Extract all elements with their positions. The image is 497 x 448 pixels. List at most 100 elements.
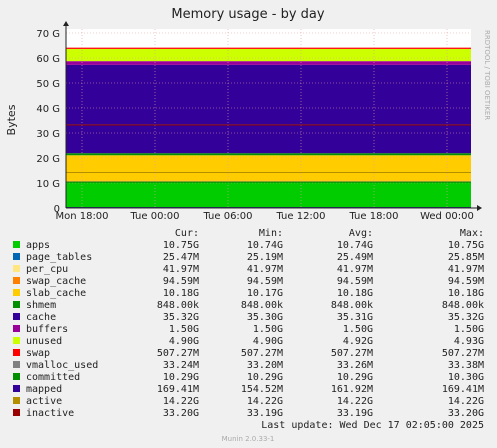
legend-value-max: 94.59M [448, 276, 484, 287]
legend-swatch-unused [13, 337, 20, 344]
legend-name-vmalloc_used: vmalloc_used [26, 360, 98, 371]
legend-value-avg: 33.19G [337, 408, 373, 419]
last-update-text: Last update: Wed Dec 17 02:05:00 2025 [261, 420, 484, 431]
y-tick-label: 0 [54, 204, 60, 215]
legend-name-swap_cache: swap_cache [26, 276, 86, 287]
area-slab_cache [66, 155, 471, 181]
legend-name-swap: swap [26, 348, 50, 359]
x-tick-label: Mon 18:00 [55, 211, 108, 222]
legend-value-cur: 25.47M [163, 252, 199, 263]
legend-value-min: 10.17G [247, 288, 283, 299]
legend-value-cur: 94.59M [163, 276, 199, 287]
legend-value-max: 169.41M [442, 384, 484, 395]
y-tick-label: 40 G [36, 104, 60, 115]
legend-value-avg: 848.00k [331, 300, 373, 311]
y-tick-label: 60 G [36, 54, 60, 65]
legend-swatch-buffers [13, 325, 20, 332]
area-shmem [66, 153, 471, 156]
legend-name-per_cpu: per_cpu [26, 264, 68, 275]
legend-value-max: 507.27M [442, 348, 484, 359]
legend-value-max: 25.85M [448, 252, 484, 263]
legend-swatch-cache [13, 313, 20, 320]
legend-swatch-apps [13, 241, 20, 248]
x-tick-label: Tue 00:00 [129, 211, 179, 222]
rrdtool-credit: RRDTOOL / TOBI OETIKER [483, 30, 491, 120]
x-axis-arrow [477, 205, 482, 211]
legend-value-max: 1.50G [454, 324, 484, 335]
legend-value-avg: 161.92M [331, 384, 373, 395]
legend-swatch-per_cpu [13, 265, 20, 272]
munin-version: Munin 2.0.33-1 [222, 435, 275, 443]
legend-value-cur: 10.29G [163, 372, 199, 383]
chart-title: Memory usage - by day [171, 7, 324, 22]
legend-value-avg: 35.31G [337, 312, 373, 323]
legend-value-min: 1.50G [253, 324, 283, 335]
legend-value-min: 10.74G [247, 240, 283, 251]
legend-value-avg: 94.59M [337, 276, 373, 287]
legend-value-cur: 33.20G [163, 408, 199, 419]
legend-value-avg: 10.29G [337, 372, 373, 383]
legend-name-slab_cache: slab_cache [26, 288, 86, 299]
legend-value-max: 33.20G [448, 408, 484, 419]
legend-value-avg: 41.97M [337, 264, 373, 275]
legend-name-apps: apps [26, 240, 50, 251]
legend-value-min: 848.00k [241, 300, 283, 311]
legend-name-page_tables: page_tables [26, 252, 92, 263]
legend-value-max: 41.97M [448, 264, 484, 275]
legend-value-cur: 848.00k [157, 300, 199, 311]
legend-value-min: 25.19M [247, 252, 283, 263]
x-tick-label: Wed 00:00 [420, 211, 474, 222]
legend-value-avg: 1.50G [343, 324, 373, 335]
legend-header-max: Max: [460, 228, 484, 239]
legend-value-avg: 14.22G [337, 396, 373, 407]
legend-value-cur: 4.90G [169, 336, 199, 347]
legend-value-cur: 507.27M [157, 348, 199, 359]
legend-name-buffers: buffers [26, 324, 68, 335]
legend-value-min: 94.59M [247, 276, 283, 287]
x-tick-label: Tue 06:00 [202, 211, 252, 222]
legend-value-avg: 33.26M [337, 360, 373, 371]
legend-value-avg: 4.92G [343, 336, 373, 347]
x-tick-label: Tue 18:00 [348, 211, 398, 222]
legend-value-avg: 10.74G [337, 240, 373, 251]
legend-header-cur: Cur: [175, 228, 199, 239]
legend-header-min: Min: [259, 228, 283, 239]
legend-value-max: 35.32G [448, 312, 484, 323]
legend-value-cur: 35.32G [163, 312, 199, 323]
legend-value-cur: 1.50G [169, 324, 199, 335]
area-apps [66, 181, 471, 208]
legend-value-cur: 169.41M [157, 384, 199, 395]
legend-value-cur: 14.22G [163, 396, 199, 407]
y-tick-label: 70 G [36, 29, 60, 40]
legend-value-cur: 33.24M [163, 360, 199, 371]
legend-swatch-committed [13, 373, 20, 380]
legend-value-min: 33.19G [247, 408, 283, 419]
area-unused [66, 48, 471, 62]
legend-value-min: 33.20M [247, 360, 283, 371]
legend-value-avg: 507.27M [331, 348, 373, 359]
legend-value-max: 14.22G [448, 396, 484, 407]
legend-value-max: 10.18G [448, 288, 484, 299]
legend-value-max: 33.38M [448, 360, 484, 371]
legend-name-committed: committed [26, 372, 80, 383]
legend-value-min: 507.27M [241, 348, 283, 359]
legend-value-min: 41.97M [247, 264, 283, 275]
legend-swatch-slab_cache [13, 289, 20, 296]
x-tick-label: Tue 12:00 [275, 211, 325, 222]
legend-value-max: 10.75G [448, 240, 484, 251]
legend-value-cur: 41.97M [163, 264, 199, 275]
y-tick-label: 20 G [36, 154, 60, 165]
area-buffers [66, 61, 471, 65]
legend-swatch-active [13, 397, 20, 404]
area-swap_cache [66, 180, 471, 182]
legend-swatch-vmalloc_used [13, 361, 20, 368]
legend-name-mapped: mapped [26, 384, 62, 395]
legend-value-max: 10.30G [448, 372, 484, 383]
legend-swatch-inactive [13, 409, 20, 416]
legend-value-avg: 10.18G [337, 288, 373, 299]
y-tick-label: 30 G [36, 129, 60, 140]
legend-value-min: 4.90G [253, 336, 283, 347]
legend-header-avg: Avg: [349, 228, 373, 239]
legend-swatch-swap [13, 349, 20, 356]
